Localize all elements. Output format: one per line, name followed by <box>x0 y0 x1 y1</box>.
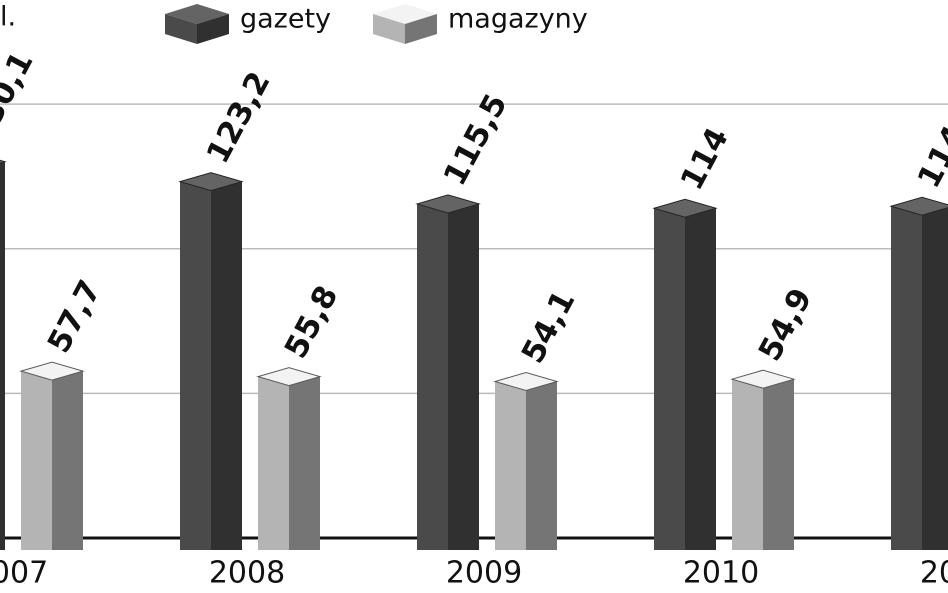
bar-front <box>417 203 448 550</box>
value-label: 123,2 <box>200 66 278 169</box>
bar-side <box>211 181 242 550</box>
x-tick-label: 2008 <box>209 556 285 591</box>
value-label: 55,8 <box>278 280 346 364</box>
bar <box>19 361 85 550</box>
bar <box>178 172 244 550</box>
bar-top <box>889 196 948 216</box>
bar-top <box>256 367 322 387</box>
bar-side <box>0 161 5 550</box>
unit-label: l. <box>0 2 16 33</box>
bar-side <box>763 379 794 550</box>
legend-front <box>373 14 405 44</box>
bar-side <box>526 381 557 550</box>
bar-top <box>0 159 7 164</box>
bar-top <box>730 369 796 389</box>
bar-front <box>21 371 52 550</box>
x-tick-label: 2007 <box>0 556 48 591</box>
bar <box>652 198 718 551</box>
bar-front <box>891 206 922 550</box>
bar-front <box>180 181 211 550</box>
bar <box>256 367 322 550</box>
x-tick-label: 2010 <box>683 556 759 591</box>
legend-icon <box>165 4 229 44</box>
bar <box>0 159 7 550</box>
legend-side <box>405 14 437 44</box>
bar-top <box>415 194 481 214</box>
bar <box>889 196 948 550</box>
bar-top <box>178 172 244 192</box>
legend-front <box>165 14 197 44</box>
bar <box>415 194 481 550</box>
bar-top <box>493 371 559 392</box>
bar-top <box>19 361 85 381</box>
value-label: 114,7 <box>911 90 948 193</box>
bar-front <box>732 379 763 550</box>
x-tick-label: 2011 <box>920 556 948 591</box>
bar-front <box>258 376 289 550</box>
value-label: 54,1 <box>515 285 583 369</box>
bar-side <box>685 208 716 551</box>
value-label: 54,9 <box>752 283 820 367</box>
bar <box>493 371 559 550</box>
bar-front <box>654 208 685 551</box>
legend-label: gazety <box>240 4 331 35</box>
bar <box>730 369 796 550</box>
bar-top <box>652 198 718 218</box>
legend-side <box>197 14 229 44</box>
bar-side <box>448 203 479 550</box>
value-label: 57,7 <box>41 274 109 358</box>
bar-side <box>52 371 83 550</box>
bar-side <box>289 376 320 550</box>
legend-label: magazyny <box>448 4 588 35</box>
x-tick-label: 2009 <box>446 556 522 591</box>
legend-icon <box>373 4 437 44</box>
bar-side <box>922 206 948 550</box>
bar-front <box>495 381 526 550</box>
value-label: 130,1 <box>0 46 41 149</box>
value-label: 114 <box>674 122 736 196</box>
